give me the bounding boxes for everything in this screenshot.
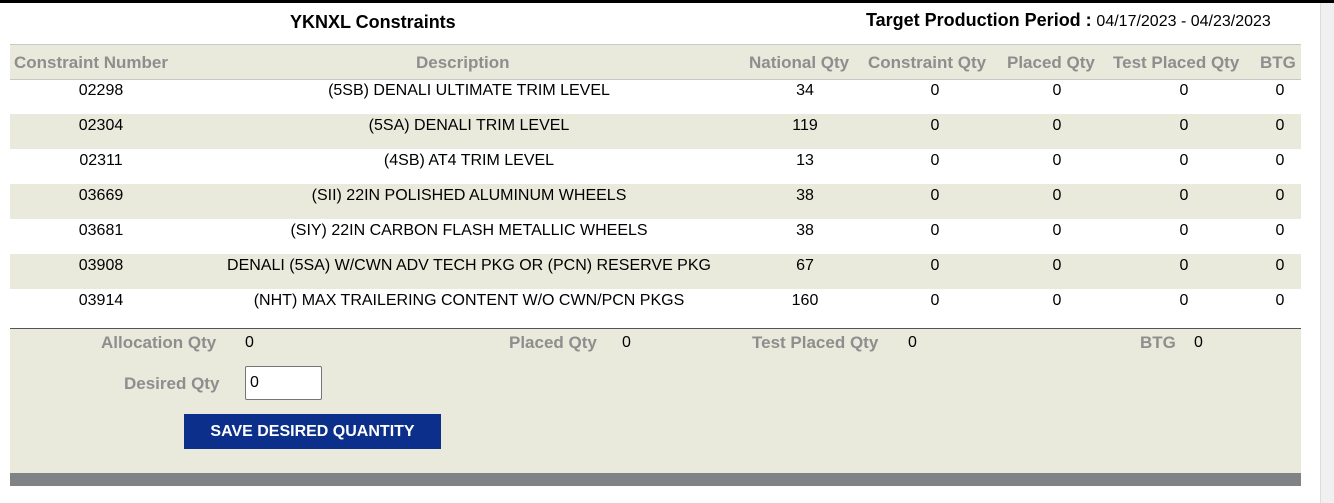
cell-constraint-number: 03908: [78, 257, 124, 274]
cell-btg: 0: [1275, 257, 1285, 274]
summary-panel: Allocation Qty 0 Placed Qty 0 Test Place…: [10, 328, 1301, 474]
table-header: Constraint Number Description National Q…: [10, 45, 1301, 80]
cell-national-qty: 34: [796, 82, 814, 99]
cell-test-placed-qty: 0: [1179, 292, 1189, 309]
col-constraint-qty: Constraint Qty: [868, 53, 987, 72]
cell-constraint-qty: 0: [930, 187, 940, 204]
cell-constraint-number: 02304: [78, 117, 124, 134]
cell-btg: 0: [1275, 152, 1285, 169]
col-description: Description: [416, 53, 510, 72]
table-row: 02311 (4SB) AT4 TRIM LEVEL 13 0 0 0 0: [10, 149, 1301, 184]
table-row: 03669 (SII) 22IN POLISHED ALUMINUM WHEELS…: [10, 184, 1301, 219]
col-constraint-number: Constraint Number: [14, 53, 168, 72]
cell-test-placed-qty: 0: [1179, 222, 1189, 239]
cell-btg: 0: [1275, 292, 1285, 309]
table-row: 02304 (5SA) DENALI TRIM LEVEL 119 0 0 0 0: [10, 114, 1301, 149]
cell-placed-qty: 0: [1052, 222, 1062, 239]
cell-description: (SIY) 22IN CARBON FLASH METALLIC WHEELS: [290, 222, 648, 239]
cell-description: (5SA) DENALI TRIM LEVEL: [368, 117, 570, 134]
cell-test-placed-qty: 0: [1179, 187, 1189, 204]
cell-test-placed-qty: 0: [1179, 117, 1189, 134]
cell-placed-qty: 0: [1052, 292, 1062, 309]
cell-test-placed-qty: 0: [1179, 82, 1189, 99]
cell-constraint-qty: 0: [930, 117, 940, 134]
col-btg: BTG: [1260, 53, 1296, 72]
header-divider: [10, 44, 1301, 45]
col-national-qty: National Qty: [749, 53, 850, 72]
cell-description: (SII) 22IN POLISHED ALUMINUM WHEELS: [311, 187, 627, 204]
cell-constraint-number: 02311: [79, 152, 123, 169]
col-placed-qty: Placed Qty: [1007, 53, 1095, 72]
cell-test-placed-qty: 0: [1179, 257, 1189, 274]
cell-national-qty: 119: [792, 117, 818, 134]
cell-constraint-qty: 0: [930, 257, 940, 274]
cell-constraint-qty: 0: [930, 82, 940, 99]
placed-qty-label: Placed Qty: [509, 333, 597, 352]
cell-placed-qty: 0: [1052, 117, 1062, 134]
desired-qty-input[interactable]: [245, 366, 322, 400]
table-row: 03681 (SIY) 22IN CARBON FLASH METALLIC WH…: [10, 219, 1301, 254]
cell-constraint-number: 03681: [78, 222, 124, 239]
btg-value: 0: [1194, 334, 1203, 351]
target-period-label: Target Production Period :: [866, 10, 1092, 30]
cell-placed-qty: 0: [1052, 152, 1062, 169]
save-desired-quantity-button[interactable]: SAVE DESIRED QUANTITY: [184, 414, 441, 449]
allocation-qty-value: 0: [245, 334, 254, 351]
cell-btg: 0: [1275, 82, 1285, 99]
cell-btg: 0: [1275, 222, 1285, 239]
cell-constraint-number: 03669: [78, 187, 124, 204]
cell-national-qty: 160: [791, 292, 819, 309]
desired-qty-label: Desired Qty: [124, 374, 220, 393]
cell-placed-qty: 0: [1052, 187, 1062, 204]
col-test-placed-qty: Test Placed Qty: [1113, 53, 1240, 72]
cell-national-qty: 67: [796, 257, 814, 274]
cell-constraint-qty: 0: [930, 152, 940, 169]
cell-national-qty: 38: [796, 222, 814, 239]
allocation-qty-label: Allocation Qty: [101, 333, 217, 352]
page-title: YKNXL Constraints: [290, 12, 456, 32]
scrollbar[interactable]: [1320, 3, 1334, 503]
target-period: Target Production Period : 04/17/2023 - …: [866, 10, 1271, 31]
cell-description: (5SB) DENALI ULTIMATE TRIM LEVEL: [328, 82, 610, 99]
test-placed-qty-value: 0: [908, 334, 917, 351]
cell-placed-qty: 0: [1052, 257, 1062, 274]
cell-national-qty: 13: [796, 152, 814, 169]
target-period-value: 04/17/2023 - 04/23/2023: [1096, 13, 1271, 30]
placed-qty-value: 0: [622, 334, 631, 351]
top-border: [0, 0, 1334, 3]
cell-national-qty: 38: [796, 187, 814, 204]
cell-btg: 0: [1275, 117, 1285, 134]
table-row: 03914 (NHT) MAX TRAILERING CONTENT W/O CW…: [10, 289, 1301, 324]
cell-constraint-number: 03914: [78, 292, 124, 309]
cell-constraint-qty: 0: [930, 222, 940, 239]
cell-description: (NHT) MAX TRAILERING CONTENT W/O CWN/PCN…: [253, 292, 685, 309]
cell-test-placed-qty: 0: [1179, 152, 1189, 169]
cell-description: (4SB) AT4 TRIM LEVEL: [383, 152, 555, 169]
table-row: 03908 DENALI (5SA) W/CWN ADV TECH PKG OR …: [10, 254, 1301, 289]
cell-placed-qty: 0: [1052, 82, 1062, 99]
cell-description: DENALI (5SA) W/CWN ADV TECH PKG OR (PCN)…: [227, 257, 711, 274]
cell-constraint-qty: 0: [930, 292, 940, 309]
cell-constraint-number: 02298: [78, 82, 124, 99]
btg-label: BTG: [1140, 333, 1176, 352]
bottom-bar: [10, 473, 1301, 486]
cell-btg: 0: [1275, 187, 1285, 204]
test-placed-qty-label: Test Placed Qty: [752, 333, 879, 352]
table-row: 02298 (5SB) DENALI ULTIMATE TRIM LEVEL 34 0…: [10, 79, 1301, 114]
